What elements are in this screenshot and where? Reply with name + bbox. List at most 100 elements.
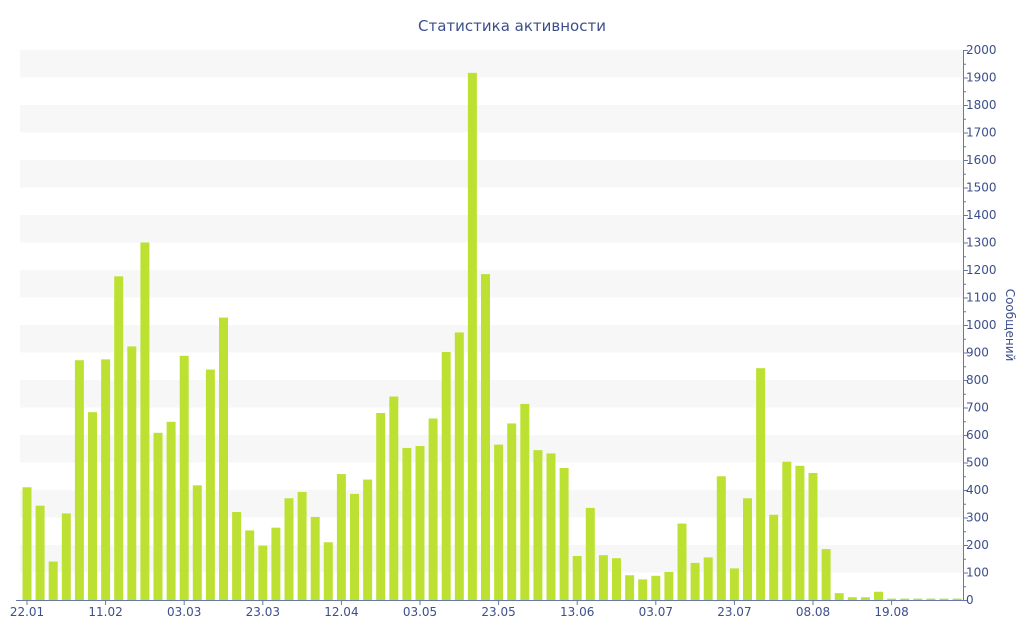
bar bbox=[428, 418, 438, 600]
bar bbox=[769, 514, 779, 600]
bars-group bbox=[22, 72, 962, 601]
x-tick-label: 13.06 bbox=[560, 605, 594, 619]
bar bbox=[101, 359, 111, 601]
x-tick-label: 23.05 bbox=[481, 605, 515, 619]
y-tick-label: 1200 bbox=[966, 263, 997, 277]
y-axis-label: Сообщений bbox=[1003, 289, 1017, 362]
bar bbox=[756, 368, 766, 600]
bar bbox=[677, 523, 687, 600]
grid-band bbox=[20, 545, 963, 573]
x-tick-label: 22.01 bbox=[10, 605, 44, 619]
bar bbox=[847, 597, 857, 600]
grid-band bbox=[20, 380, 963, 408]
bar bbox=[179, 355, 189, 600]
x-tick-label: 08.08 bbox=[796, 605, 830, 619]
bar bbox=[192, 485, 202, 600]
bar bbox=[585, 507, 595, 601]
y-tick-label: 400 bbox=[966, 483, 989, 497]
grid-band bbox=[20, 435, 963, 463]
y-tick-label: 500 bbox=[966, 456, 989, 470]
bar bbox=[467, 72, 477, 600]
y-tick-label: 2000 bbox=[966, 43, 997, 57]
y-tick-label: 1100 bbox=[966, 291, 997, 305]
y-tick-label: 600 bbox=[966, 428, 989, 442]
bar bbox=[559, 468, 569, 600]
chart-title: Статистика активности bbox=[418, 17, 606, 35]
bar bbox=[520, 403, 530, 600]
grid-band bbox=[20, 490, 963, 518]
bar bbox=[952, 598, 962, 601]
bar bbox=[415, 446, 425, 600]
bar bbox=[389, 396, 399, 600]
bar bbox=[612, 558, 621, 600]
y-tick-label: 300 bbox=[966, 511, 989, 525]
y-tick-label: 1700 bbox=[966, 126, 997, 140]
bar bbox=[153, 432, 163, 600]
bar bbox=[114, 276, 124, 600]
bar bbox=[402, 447, 412, 600]
bar bbox=[900, 598, 910, 601]
bar bbox=[245, 530, 255, 600]
y-tick-label: 800 bbox=[966, 373, 989, 387]
bar bbox=[887, 598, 897, 601]
grid-band bbox=[20, 270, 963, 298]
bar bbox=[336, 474, 346, 600]
y-tick-label: 1900 bbox=[966, 71, 997, 85]
grid-band bbox=[20, 160, 963, 188]
bar bbox=[690, 562, 700, 601]
bar bbox=[729, 568, 739, 601]
axes-group: 0 100 200 300 400 500 600 700 800 900 1000 1100 1200… bbox=[10, 43, 997, 619]
bar bbox=[821, 549, 831, 601]
bar bbox=[481, 274, 490, 601]
bar bbox=[74, 360, 84, 600]
bar bbox=[219, 317, 228, 600]
bar bbox=[232, 512, 242, 600]
grid-band bbox=[20, 50, 963, 78]
bar bbox=[284, 498, 294, 600]
bar bbox=[323, 542, 333, 600]
bar bbox=[546, 453, 556, 600]
bar bbox=[533, 450, 543, 601]
y-tick-label: 1800 bbox=[966, 98, 997, 112]
bar bbox=[258, 545, 268, 600]
x-tick-label: 03.03 bbox=[167, 605, 201, 619]
bar bbox=[651, 575, 661, 600]
y-tick-label: 1300 bbox=[966, 236, 997, 250]
bar bbox=[664, 571, 674, 600]
bar bbox=[939, 598, 949, 601]
bar bbox=[782, 461, 792, 600]
x-tick-label: 12.04 bbox=[324, 605, 358, 619]
bar bbox=[716, 476, 726, 600]
bar bbox=[166, 421, 176, 600]
bar bbox=[926, 598, 936, 601]
grid-band bbox=[20, 325, 963, 353]
y-tick-label: 1400 bbox=[966, 208, 997, 222]
y-tick-label: 700 bbox=[966, 401, 989, 415]
x-tick-label: 03.07 bbox=[639, 605, 673, 619]
bar bbox=[271, 527, 281, 600]
y-tick-label: 200 bbox=[966, 538, 989, 552]
bar bbox=[61, 513, 71, 601]
y-tick-label: 100 bbox=[966, 566, 989, 580]
bar bbox=[454, 332, 464, 600]
bar bbox=[625, 575, 635, 600]
bar bbox=[638, 579, 648, 601]
x-tick-label: 03.05 bbox=[403, 605, 437, 619]
x-tick-label: 23.07 bbox=[717, 605, 751, 619]
bar bbox=[363, 479, 373, 600]
y-tick-label: 1500 bbox=[966, 181, 997, 195]
grid-band bbox=[20, 105, 963, 133]
bar bbox=[874, 591, 883, 600]
grid-bands bbox=[20, 50, 963, 573]
y-tick-label: 1000 bbox=[966, 318, 997, 332]
y-tick-label: 0 bbox=[966, 593, 974, 607]
bar bbox=[795, 465, 805, 600]
bar bbox=[494, 444, 504, 601]
bar bbox=[310, 516, 320, 600]
y-tick-label: 900 bbox=[966, 346, 989, 360]
bar bbox=[743, 498, 752, 600]
x-tick-label: 19.08 bbox=[874, 605, 908, 619]
bar bbox=[860, 597, 870, 600]
